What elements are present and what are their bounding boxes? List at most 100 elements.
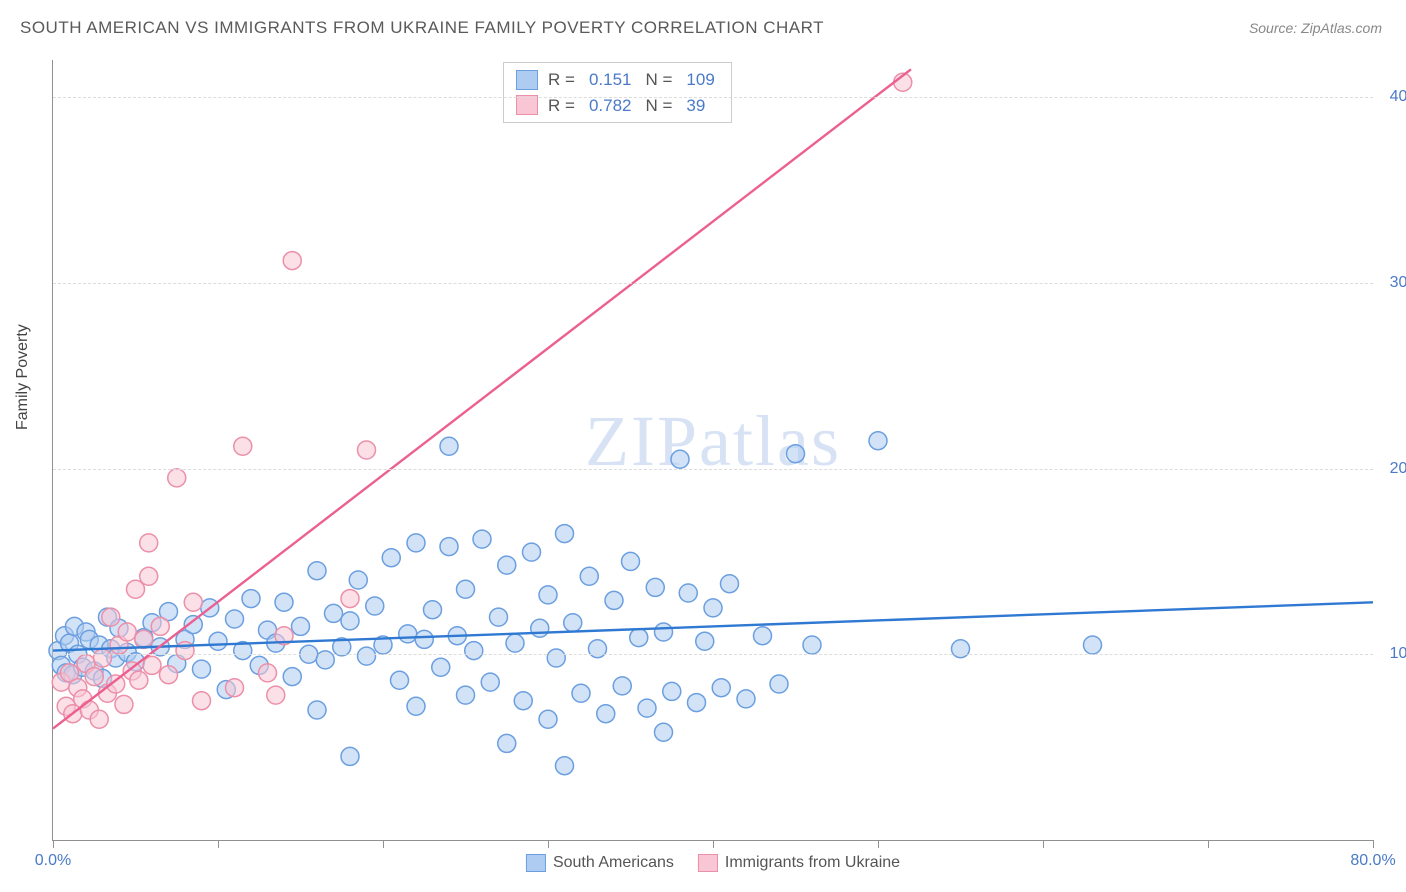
xtick: [218, 840, 219, 848]
regression-line: [53, 69, 911, 728]
ytick-label: 40.0%: [1390, 88, 1406, 106]
legend-label-2: Immigrants from Ukraine: [725, 854, 900, 872]
data-point: [407, 697, 425, 715]
data-point: [399, 625, 417, 643]
data-point: [514, 692, 532, 710]
data-point: [283, 252, 301, 270]
data-point: [226, 610, 244, 628]
data-point: [140, 534, 158, 552]
data-point: [622, 552, 640, 570]
data-point: [168, 469, 186, 487]
data-point: [90, 710, 108, 728]
data-point: [259, 664, 277, 682]
source-credit: Source: ZipAtlas.com: [1249, 20, 1382, 36]
data-point: [193, 692, 211, 710]
data-point: [638, 699, 656, 717]
data-point: [597, 705, 615, 723]
data-point: [234, 437, 252, 455]
data-point: [325, 604, 343, 622]
data-point: [432, 658, 450, 676]
data-point: [1084, 636, 1102, 654]
data-point: [407, 534, 425, 552]
legend-label-1: South Americans: [553, 854, 674, 872]
data-point: [275, 593, 293, 611]
data-point: [787, 445, 805, 463]
data-point: [721, 575, 739, 593]
data-point: [465, 642, 483, 660]
data-point: [341, 747, 359, 765]
legend-swatch-1: [526, 854, 546, 872]
gridline: [53, 283, 1373, 284]
data-point: [209, 632, 227, 650]
xtick: [1208, 840, 1209, 848]
stats-row-series1: R = 0.151 N = 109: [516, 67, 719, 93]
data-point: [481, 673, 499, 691]
gridline: [53, 654, 1373, 655]
swatch-series2: [516, 95, 538, 115]
data-point: [655, 623, 673, 641]
xtick: [53, 840, 54, 848]
data-point: [737, 690, 755, 708]
data-point: [539, 710, 557, 728]
data-point: [457, 686, 475, 704]
data-point: [358, 647, 376, 665]
data-point: [94, 649, 112, 667]
data-point: [267, 686, 285, 704]
data-point: [226, 679, 244, 697]
xtick: [1043, 840, 1044, 848]
data-point: [415, 630, 433, 648]
data-point: [613, 677, 631, 695]
legend-item-1: South Americans: [526, 854, 674, 872]
data-point: [696, 632, 714, 650]
n-value-1: 109: [682, 67, 718, 93]
xtick: [713, 840, 714, 848]
data-point: [671, 450, 689, 468]
data-point: [712, 679, 730, 697]
data-point: [143, 656, 161, 674]
xtick: [383, 840, 384, 848]
data-point: [440, 437, 458, 455]
data-point: [556, 757, 574, 775]
data-point: [655, 723, 673, 741]
chart-title: SOUTH AMERICAN VS IMMIGRANTS FROM UKRAIN…: [20, 18, 824, 38]
data-point: [473, 530, 491, 548]
data-point: [176, 642, 194, 660]
data-point: [754, 627, 772, 645]
data-point: [140, 567, 158, 585]
data-point: [646, 578, 664, 596]
data-point: [130, 671, 148, 689]
data-point: [440, 538, 458, 556]
data-point: [506, 634, 524, 652]
legend-item-2: Immigrants from Ukraine: [698, 854, 900, 872]
xtick: [878, 840, 879, 848]
data-point: [349, 571, 367, 589]
data-point: [869, 432, 887, 450]
data-point: [605, 591, 623, 609]
data-point: [382, 549, 400, 567]
data-point: [292, 617, 310, 635]
data-point: [424, 601, 442, 619]
legend-swatch-2: [698, 854, 718, 872]
data-point: [193, 660, 211, 678]
data-point: [391, 671, 409, 689]
data-point: [308, 562, 326, 580]
data-point: [663, 682, 681, 700]
ytick-label: 10.0%: [1390, 645, 1406, 663]
data-point: [564, 614, 582, 632]
bottom-legend: South Americans Immigrants from Ukraine: [526, 854, 900, 872]
plot-area: ZIPatlas R = 0.151 N = 109 R = 0.782 N =…: [52, 60, 1373, 841]
data-point: [366, 597, 384, 615]
data-point: [457, 580, 475, 598]
data-point: [118, 623, 136, 641]
gridline: [53, 469, 1373, 470]
data-point: [704, 599, 722, 617]
stats-legend: R = 0.151 N = 109 R = 0.782 N = 39: [503, 62, 732, 123]
data-point: [547, 649, 565, 667]
data-point: [688, 694, 706, 712]
data-point: [498, 734, 516, 752]
xtick-label: 80.0%: [1350, 852, 1395, 870]
data-point: [630, 629, 648, 647]
data-point: [679, 584, 697, 602]
data-point: [358, 441, 376, 459]
r-value-1: 0.151: [585, 67, 636, 93]
